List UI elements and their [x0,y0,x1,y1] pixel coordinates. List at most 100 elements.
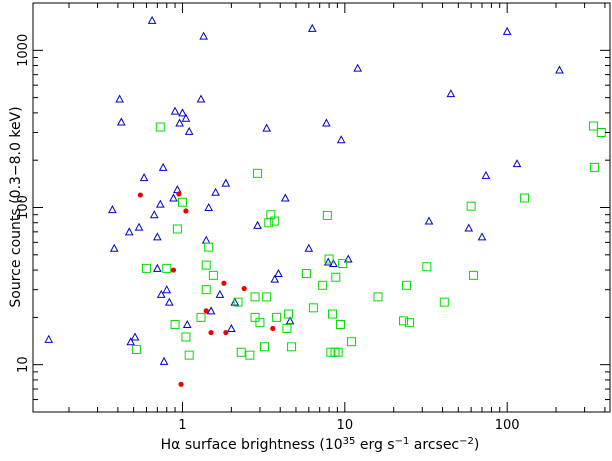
square-point [162,263,172,273]
triangle-point [304,243,314,252]
triangle-point [170,106,180,115]
triangle-point [178,108,187,117]
triangle-point [424,216,434,225]
data-points [44,15,606,387]
square-point [596,128,606,138]
square-point [466,201,476,211]
x-axis-label: Hα surface brightness (1035 erg s−1 arcs… [161,436,480,454]
square-point [155,122,165,132]
triangle-point [274,268,283,278]
triangle-point [262,123,271,132]
square-point [322,210,332,220]
triangle-point [211,187,220,196]
square-point [208,270,218,280]
square-point [588,121,598,131]
y-tick-label: 100 [16,195,31,220]
square-point [404,318,414,328]
triangle-point [134,222,144,231]
square-point [301,269,311,279]
triangle-point [270,274,280,283]
triangle-point [130,332,140,341]
triangle-point [162,285,172,294]
x-axis-label-part: −1 [395,436,410,447]
x-axis-label-part: 35 [343,436,356,447]
square-point [204,242,214,252]
triangle-point [307,23,317,32]
x-axis-label-part: −2 [459,436,474,447]
triangle-point [115,94,124,103]
square-point [399,316,409,326]
triangle-point [44,334,54,343]
dot-point [223,329,229,336]
triangle-point [153,263,162,272]
square-point [328,309,338,319]
triangle-point [184,126,194,135]
x-tick-label: 100 [495,418,520,433]
axis-ticks [33,2,610,413]
triangle-point [230,297,240,306]
x-tick-label: 1 [178,418,186,433]
square-point [201,260,211,270]
triangle-point [555,65,564,74]
triangle-point [149,210,159,219]
y-tick-label: 1000 [16,34,31,67]
y-tick-label: 10 [16,356,31,373]
x-axis-label-part: erg s [355,437,394,453]
triangle-point [206,306,216,315]
triangle-point [221,178,231,187]
triangle-point [353,63,363,72]
dot-point [178,381,184,387]
triangle-point [182,320,192,329]
triangle-point [199,31,208,40]
square-point [236,347,246,357]
dot-point [176,191,182,197]
triangle-point [502,26,512,35]
triangle-point [512,159,522,168]
square-point [308,303,318,313]
square-point [422,262,432,272]
square-point [131,344,141,354]
square-point [373,292,383,302]
square-point [324,254,334,264]
square-point [233,297,243,307]
triangle-point [285,316,295,325]
square-point [468,270,478,280]
triangle-point [124,227,134,236]
square-point [335,320,345,330]
square-point [338,259,348,269]
triangle-point [139,173,149,182]
dot-point [203,308,209,314]
square-point [172,224,182,234]
triangle-point [477,232,487,241]
triangle-point [280,193,290,202]
square-point [347,337,357,347]
triangle-point [196,94,206,103]
triangle-point [169,193,178,202]
triangle-point [108,205,117,214]
tick-labels: 1 10 100 10 100 1000 [16,34,520,433]
dot-point [208,329,214,336]
square-point [439,297,449,307]
square-point [333,347,343,357]
square-point [141,263,151,273]
square-point [245,350,255,360]
dot-point [137,192,143,198]
triangle-point [153,232,162,241]
triangle-point [116,117,126,126]
dot-point [270,325,276,332]
square-point [250,292,260,302]
square-point [177,197,187,207]
triangle-point [446,89,456,98]
square-point [196,312,206,322]
y-axis-label: Source counts (0.3−8.0 keV) [8,106,24,307]
square-point [270,216,280,226]
triangle-point [343,254,353,263]
square-point [259,342,269,352]
triangle-point [175,118,184,127]
square-point [170,320,180,330]
dot-point [241,285,247,292]
triangle-point [227,323,236,332]
square-point [250,312,260,322]
square-point [272,312,282,322]
